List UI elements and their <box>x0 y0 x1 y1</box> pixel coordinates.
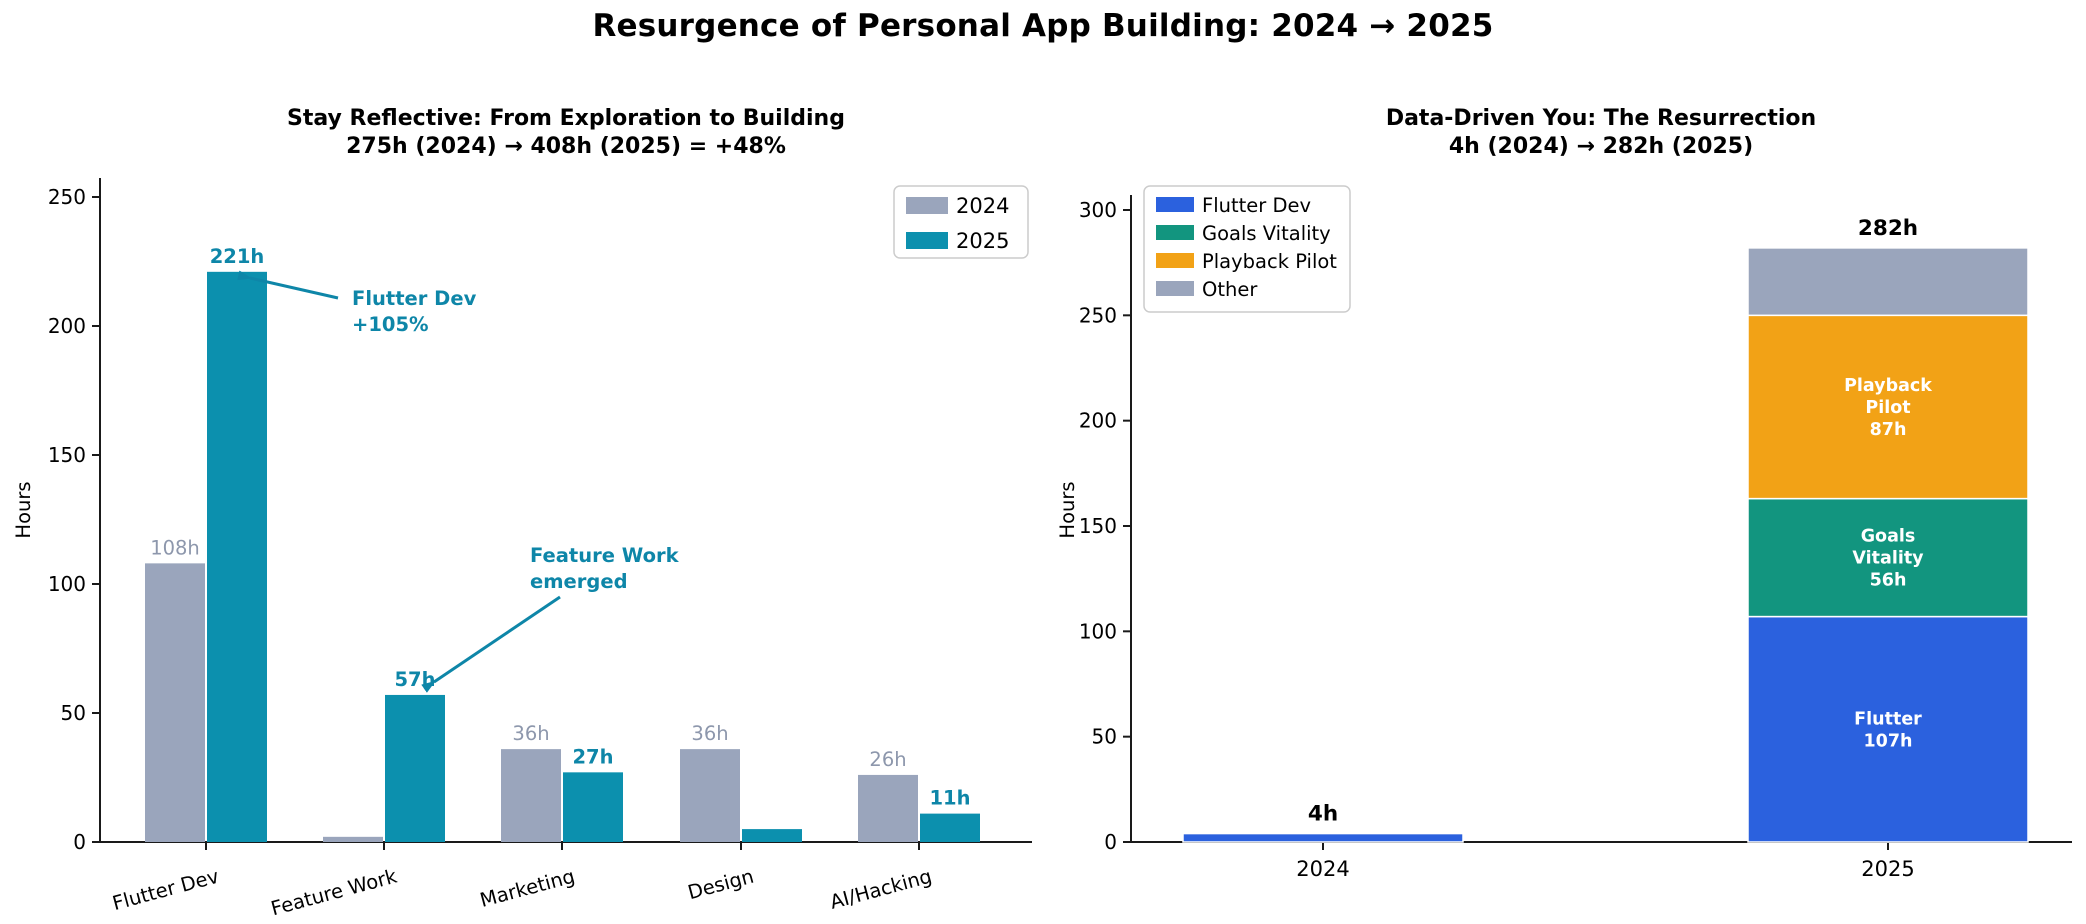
bar-2025-Marketing <box>563 772 623 842</box>
x-category-label: Feature Work <box>268 864 399 920</box>
segment-label: Flutter <box>1854 709 1922 729</box>
x-category-label: AI/Hacking <box>827 865 934 914</box>
y-tick-label: 250 <box>48 185 86 209</box>
annotation-text: Flutter Dev <box>352 287 477 310</box>
y-tick-label: 200 <box>1079 409 1117 433</box>
segment-label: 56h <box>1870 571 1907 591</box>
bar-2024-Feature Work <box>323 836 383 842</box>
legend-label: Flutter Dev <box>1202 194 1311 217</box>
total-label: 4h <box>1308 802 1338 827</box>
bar-2024-Design <box>680 749 740 842</box>
y-tick-label: 300 <box>1079 198 1117 222</box>
legend-swatch <box>906 197 948 214</box>
y-tick-label: 50 <box>1092 725 1117 749</box>
y-tick-label: 0 <box>73 830 86 854</box>
stack-segment-Flutter Dev-2024 <box>1182 832 1464 843</box>
legend-label: Goals Vitality <box>1202 222 1331 245</box>
stack-segment-Goals Vitality-2025 <box>1747 497 2029 618</box>
y-tick-label: 200 <box>48 314 86 338</box>
legend-label: Playback Pilot <box>1202 250 1337 273</box>
stack-segment-Flutter Dev-2025 <box>1747 615 2029 843</box>
legend-swatch <box>1156 225 1194 240</box>
segment-label: Pilot <box>1865 398 1910 418</box>
y-tick-label: 50 <box>61 701 86 725</box>
bar-2024-Marketing <box>501 749 561 842</box>
subplot-title: Stay Reflective: From Exploration to Bui… <box>287 106 845 131</box>
y-axis-label: Hours <box>1056 481 1079 538</box>
segment-label: 107h <box>1864 731 1913 751</box>
y-tick-label: 250 <box>1079 303 1117 327</box>
x-category-label: 2025 <box>1861 857 1914 881</box>
subplot-title: Data-Driven You: The Resurrection <box>1386 106 1816 131</box>
bar-2025-Feature Work <box>385 694 445 842</box>
subplot-subtitle: 275h (2024) → 408h (2025) = +48% <box>346 134 786 159</box>
legend-label: Other <box>1202 278 1258 301</box>
stack-segment-Playback Pilot-2025 <box>1747 314 2029 500</box>
legend-label: 2024 <box>956 194 1009 218</box>
annotation-text: Feature Work <box>530 544 680 567</box>
legend-swatch <box>1156 253 1194 268</box>
bar-2025-Design <box>742 829 802 842</box>
x-category-label: Design <box>685 865 756 905</box>
y-tick-label: 0 <box>1104 830 1117 854</box>
figure-title: Resurgence of Personal App Building: 202… <box>592 8 1494 44</box>
bar-value-label: 27h <box>572 745 613 768</box>
bar-value-label: 57h <box>394 668 435 691</box>
bar-2024-AI/Hacking <box>858 774 918 842</box>
y-tick-label: 150 <box>48 443 86 467</box>
bar-2025-Flutter Dev <box>207 271 267 842</box>
segment-label: Goals <box>1861 527 1916 547</box>
legend-swatch <box>1156 197 1194 212</box>
legend-label: 2025 <box>956 229 1009 253</box>
y-tick-label: 150 <box>1079 514 1117 538</box>
legend-swatch <box>906 232 948 249</box>
bar-value-label: 36h <box>512 722 549 745</box>
legend-swatch <box>1156 281 1194 296</box>
annotation-text: +105% <box>352 313 429 336</box>
y-axis-label: Hours <box>12 481 35 538</box>
bar-value-label: 221h <box>210 245 265 268</box>
x-category-label: 2024 <box>1296 857 1349 881</box>
bar-value-label: 11h <box>929 787 970 810</box>
y-tick-label: 100 <box>48 572 86 596</box>
annotation-arrow <box>237 270 339 300</box>
bar-2025-AI/Hacking <box>920 813 980 842</box>
annotation-arrow <box>421 595 561 693</box>
bar-value-label: 26h <box>869 748 906 771</box>
total-label: 282h <box>1858 216 1918 241</box>
stack-segment-Other-2025 <box>1747 247 2029 317</box>
x-category-label: Flutter Dev <box>110 865 221 915</box>
bar-value-label: 36h <box>691 722 728 745</box>
x-category-label: Marketing <box>477 865 577 912</box>
annotation-text: emerged <box>530 570 628 593</box>
segment-label: Playback <box>1844 376 1932 396</box>
segment-label: Vitality <box>1852 549 1924 569</box>
bar-2024-Flutter Dev <box>145 563 205 842</box>
subplot-subtitle: 4h (2024) → 282h (2025) <box>1449 134 1753 159</box>
bar-value-label: 108h <box>150 536 200 559</box>
legend-box <box>1143 185 1351 313</box>
segment-label: 87h <box>1870 420 1907 440</box>
y-tick-label: 100 <box>1079 619 1117 643</box>
